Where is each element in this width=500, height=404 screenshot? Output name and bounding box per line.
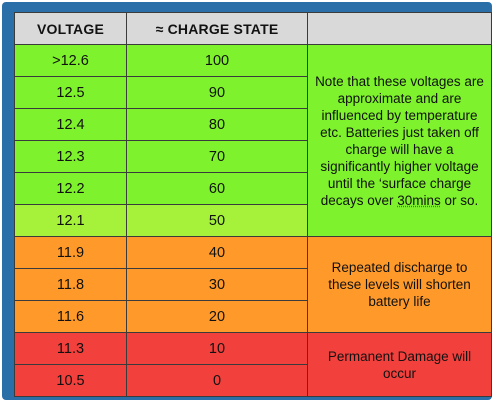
- battery-voltage-table: VOLTAGE ≈ CHARGE STATE >12.6 100 Note th…: [14, 12, 492, 397]
- charge-cell: 30: [126, 268, 308, 301]
- table-row: 12.5 90: [14, 76, 492, 109]
- charge-cell: 90: [126, 76, 308, 109]
- note-green: Note that these voltages are approximate…: [307, 44, 492, 237]
- voltage-cell: 12.5: [14, 76, 127, 109]
- table-row: 12.2 60: [14, 172, 492, 205]
- charge-cell: 70: [126, 140, 308, 173]
- voltage-cell: 12.1: [14, 204, 127, 237]
- header-notes: [307, 12, 492, 45]
- table-row: 11.9 40 Repeated discharge to these leve…: [14, 236, 492, 333]
- table-row: 11.3 10 Permanent Damage will occur: [14, 332, 492, 397]
- table-row: 12.1 50: [14, 204, 492, 237]
- voltage-cell: 12.2: [14, 172, 127, 205]
- note-orange: Repeated discharge to these levels will …: [307, 236, 492, 333]
- voltage-cell: >12.6: [14, 44, 127, 77]
- charge-cell: 80: [126, 108, 308, 141]
- header-row: VOLTAGE ≈ CHARGE STATE: [14, 12, 492, 45]
- note-red: Permanent Damage will occur: [307, 332, 492, 397]
- header-charge-state: ≈ CHARGE STATE: [126, 12, 308, 45]
- charge-cell: 20: [126, 300, 308, 333]
- note-green-tail: or so.: [440, 192, 479, 208]
- header-voltage: VOLTAGE: [14, 12, 127, 45]
- table-row: >12.6 100 Note that these voltages are a…: [14, 44, 492, 237]
- table-row: 12.3 70: [14, 140, 492, 173]
- table-row: 11.6 20: [14, 300, 492, 333]
- charge-cell: 10: [126, 332, 308, 365]
- table-row: 10.5 0: [14, 364, 492, 397]
- voltage-cell: 11.3: [14, 332, 127, 365]
- charge-cell: 100: [126, 44, 308, 77]
- table-row: 11.8 30: [14, 268, 492, 301]
- voltage-cell: 11.6: [14, 300, 127, 333]
- table-row: 12.4 80: [14, 108, 492, 141]
- charge-cell: 50: [126, 204, 308, 237]
- note-green-text: Note that these voltages are approximate…: [315, 73, 484, 208]
- charge-cell: 60: [126, 172, 308, 205]
- voltage-cell: 11.9: [14, 236, 127, 269]
- voltage-cell: 12.3: [14, 140, 127, 173]
- voltage-cell: 10.5: [14, 364, 127, 397]
- note-green-underlined: 30mins: [397, 192, 441, 208]
- charge-cell: 0: [126, 364, 308, 397]
- charge-cell: 40: [126, 236, 308, 269]
- voltage-cell: 12.4: [14, 108, 127, 141]
- table-frame: VOLTAGE ≈ CHARGE STATE >12.6 100 Note th…: [2, 2, 492, 400]
- voltage-cell: 11.8: [14, 268, 127, 301]
